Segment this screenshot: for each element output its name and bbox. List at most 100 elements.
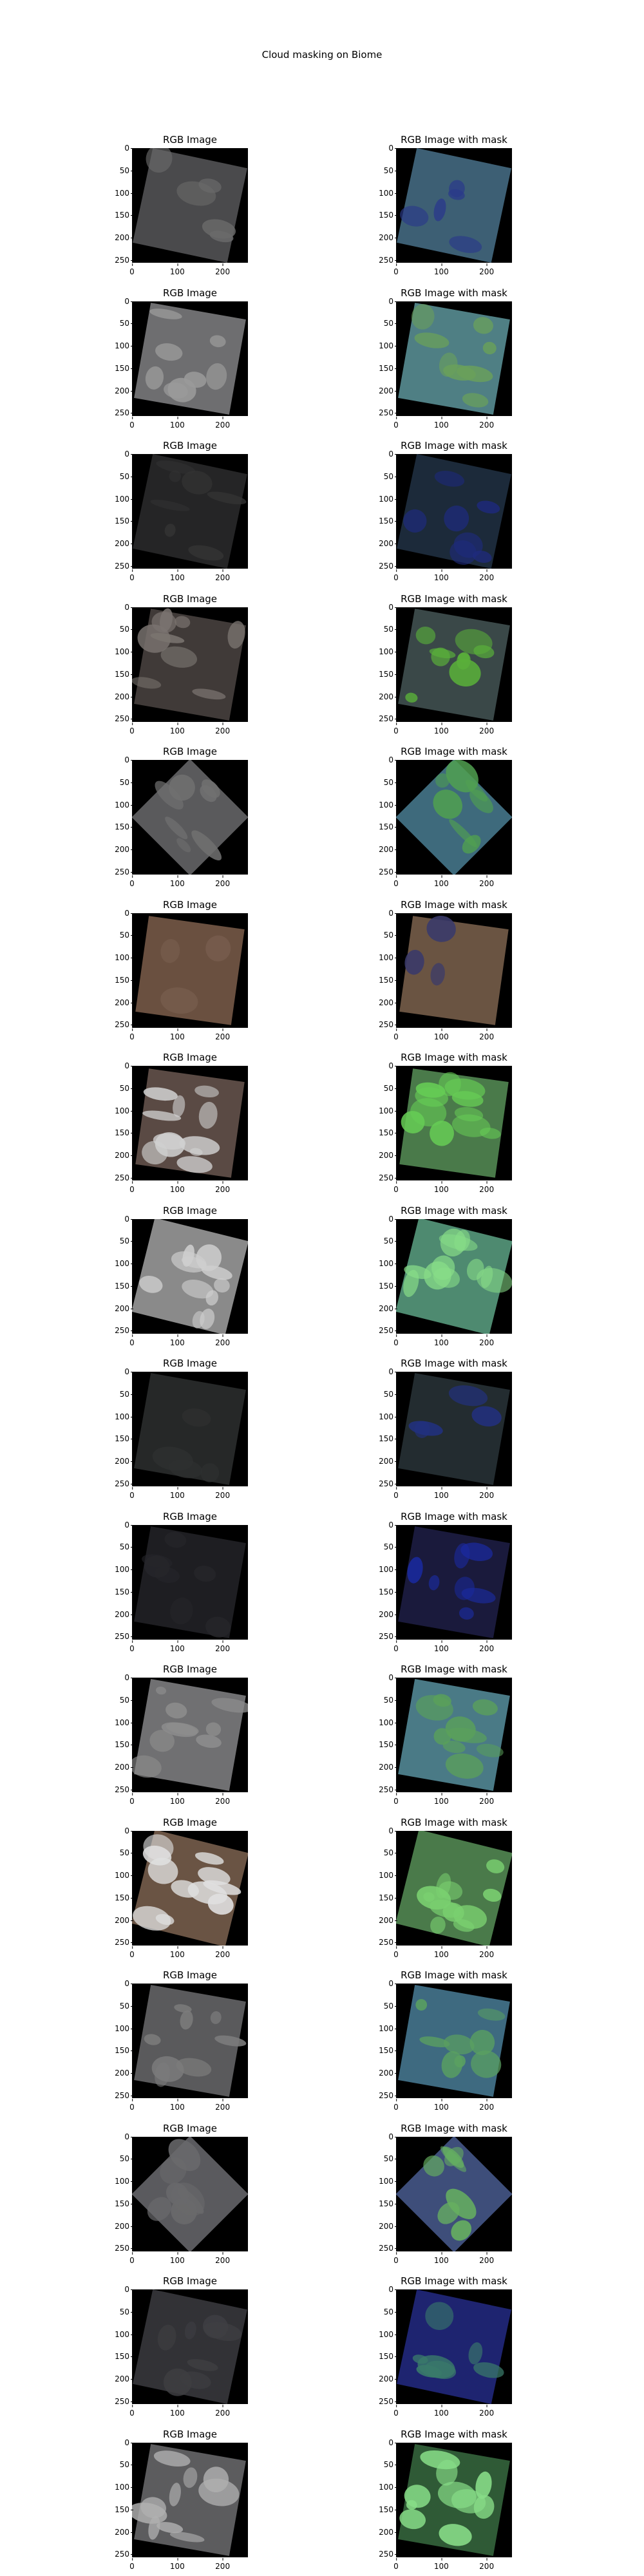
x-tick-label: 200 bbox=[215, 1946, 231, 1959]
x-tick-label: 0 bbox=[393, 1640, 399, 1653]
y-tick-label: 50 bbox=[383, 1695, 398, 1705]
cloud-mask-patch bbox=[430, 1916, 446, 1934]
y-tick-label: 250 bbox=[379, 1632, 397, 1642]
cloud-patch bbox=[157, 2324, 176, 2351]
cloud-mask-patch bbox=[466, 1258, 484, 1280]
image-axes bbox=[396, 1524, 512, 1640]
y-tick-label: 100 bbox=[379, 1259, 397, 1269]
x-tick-label: 200 bbox=[215, 1793, 231, 1806]
cloud-mask-patch bbox=[445, 1753, 484, 1779]
y-tick-label: 150 bbox=[115, 2199, 133, 2208]
cloud-patch bbox=[192, 1311, 205, 1329]
y-tick-label: 150 bbox=[379, 2046, 397, 2056]
y-tick-label: 100 bbox=[379, 2329, 397, 2339]
x-tick-label: 200 bbox=[215, 722, 231, 735]
y-tick-label: 150 bbox=[115, 1281, 133, 1291]
y-tick-label: 250 bbox=[115, 1326, 133, 1336]
x-tick-label: 200 bbox=[215, 875, 231, 888]
x-tick-label: 0 bbox=[393, 722, 399, 735]
cloud-mask-patch bbox=[469, 2029, 495, 2056]
image-axes bbox=[396, 607, 512, 722]
y-tick-label: 200 bbox=[115, 233, 133, 243]
y-tick-label: 100 bbox=[115, 1871, 133, 1880]
cloud-patch bbox=[132, 1755, 162, 1778]
cloud-mask-patch bbox=[454, 1542, 470, 1568]
rgb-image-panel: RGB Image 0 50 100 150 200 250 0 100 200 bbox=[115, 1663, 248, 1805]
panel-title: RGB Image bbox=[162, 1816, 218, 1828]
y-tick-label: 150 bbox=[115, 1893, 133, 1902]
y-tick-label: 200 bbox=[379, 1303, 397, 1313]
x-tick-label: 100 bbox=[433, 1487, 449, 1500]
scene-image bbox=[132, 2136, 248, 2251]
y-tick-label: 150 bbox=[379, 2352, 397, 2362]
y-tick-label: 0 bbox=[124, 1214, 133, 1224]
y-tick-label: 0 bbox=[388, 2438, 397, 2447]
x-tick-label: 100 bbox=[169, 1334, 185, 1347]
cloud-patch bbox=[180, 2371, 211, 2389]
scene-image bbox=[134, 302, 246, 415]
y-tick-label: 50 bbox=[119, 1542, 134, 1552]
y-tick-label: 250 bbox=[115, 2396, 133, 2406]
panel-title: RGB Image bbox=[162, 746, 218, 757]
cloud-mask-patch bbox=[446, 2188, 477, 2219]
image-axes bbox=[396, 454, 512, 569]
cloud-patch bbox=[198, 178, 222, 193]
y-tick-label: 100 bbox=[115, 2483, 133, 2492]
cloud-mask-patch bbox=[480, 1128, 501, 1139]
x-tick-label: 200 bbox=[479, 263, 495, 276]
rgb-image-panel: RGB Image 0 50 100 150 200 250 0 100 200 bbox=[115, 899, 248, 1041]
x-tick-label: 100 bbox=[433, 2251, 449, 2265]
y-tick-label: 50 bbox=[119, 2001, 134, 2011]
cloud-mask-patch bbox=[408, 1421, 443, 1436]
cloud-mask-patch bbox=[426, 915, 456, 942]
x-tick-label: 100 bbox=[169, 1181, 185, 1194]
x-tick-label: 0 bbox=[393, 416, 399, 430]
cloud-mask-patch bbox=[477, 2008, 506, 2021]
y-tick-label: 0 bbox=[388, 908, 397, 918]
scene-image bbox=[397, 454, 511, 569]
panel-title: RGB Image bbox=[162, 440, 218, 451]
scene-image bbox=[398, 608, 510, 721]
x-tick-label: 0 bbox=[129, 1334, 135, 1347]
y-tick-label: 0 bbox=[388, 755, 397, 764]
scene-image bbox=[135, 1068, 245, 1178]
cloud-mask-patch bbox=[471, 1406, 502, 1427]
cloud-mask-patch bbox=[442, 2146, 464, 2168]
cloud-mask-patch bbox=[448, 1385, 488, 1406]
y-tick-label: 200 bbox=[115, 2374, 133, 2384]
y-tick-label: 150 bbox=[115, 669, 133, 679]
y-tick-label: 200 bbox=[115, 998, 133, 1007]
cloud-patch bbox=[194, 1085, 219, 1098]
y-tick-label: 0 bbox=[388, 2285, 397, 2294]
y-tick-label: 150 bbox=[115, 822, 133, 832]
y-tick-label: 200 bbox=[379, 539, 397, 549]
cloud-mask-patch bbox=[450, 540, 477, 565]
y-tick-label: 150 bbox=[115, 211, 133, 220]
y-tick-label: 150 bbox=[379, 2199, 397, 2208]
rgb-image-panel: RGB Image 0 50 100 150 200 250 0 100 200 bbox=[115, 1817, 248, 1958]
y-tick-label: 50 bbox=[383, 1389, 398, 1399]
y-tick-label: 200 bbox=[115, 1609, 133, 1619]
cloud-patch bbox=[207, 491, 247, 505]
cloud-patch bbox=[198, 1866, 231, 1885]
y-tick-label: 150 bbox=[379, 363, 397, 373]
cloud-mask-patch bbox=[415, 1087, 448, 1107]
cloud-patch bbox=[160, 987, 198, 1014]
rgb-image-panel: RGB Image 0 50 100 150 200 250 0 100 200 bbox=[115, 2123, 248, 2264]
y-tick-label: 0 bbox=[124, 1061, 133, 1070]
masked-image-panel: RGB Image with mask 0 50 100 150 200 250 0 100 20… bbox=[379, 2275, 512, 2417]
y-tick-label: 50 bbox=[383, 1236, 398, 1246]
cloud-patch bbox=[140, 2496, 166, 2518]
x-tick-label: 100 bbox=[169, 2557, 185, 2571]
cloud-patch bbox=[176, 838, 191, 853]
panel-title: RGB Image bbox=[162, 2275, 218, 2287]
cloud-patch bbox=[155, 781, 184, 810]
y-tick-label: 100 bbox=[115, 2177, 133, 2186]
image-axes bbox=[396, 1218, 512, 1334]
x-tick-label: 200 bbox=[215, 263, 231, 276]
cloud-patch bbox=[156, 460, 195, 474]
cloud-patch bbox=[169, 2532, 205, 2542]
scene-image bbox=[133, 454, 247, 569]
image-axes bbox=[132, 148, 248, 263]
